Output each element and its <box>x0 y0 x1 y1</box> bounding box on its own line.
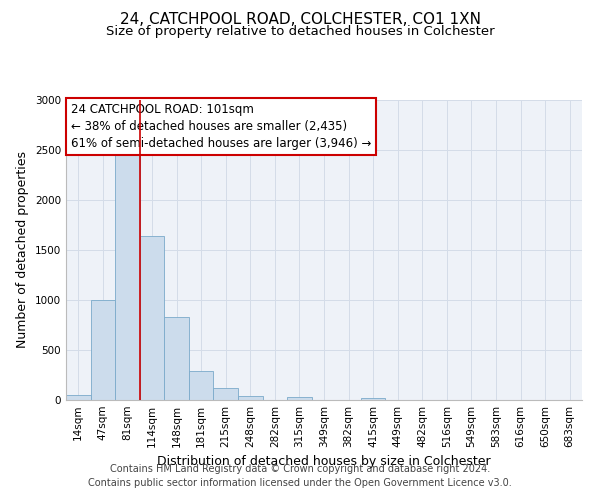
X-axis label: Distribution of detached houses by size in Colchester: Distribution of detached houses by size … <box>157 456 491 468</box>
Y-axis label: Number of detached properties: Number of detached properties <box>16 152 29 348</box>
Text: 24 CATCHPOOL ROAD: 101sqm
← 38% of detached houses are smaller (2,435)
61% of se: 24 CATCHPOOL ROAD: 101sqm ← 38% of detac… <box>71 103 371 150</box>
Bar <box>238 396 263 400</box>
Bar <box>164 316 189 400</box>
Text: 24, CATCHPOOL ROAD, COLCHESTER, CO1 1XN: 24, CATCHPOOL ROAD, COLCHESTER, CO1 1XN <box>119 12 481 28</box>
Bar <box>214 388 238 400</box>
Bar <box>115 153 140 400</box>
Text: Size of property relative to detached houses in Colchester: Size of property relative to detached ho… <box>106 25 494 38</box>
Bar <box>91 300 115 400</box>
Bar <box>189 371 214 400</box>
Bar <box>66 395 91 400</box>
Bar <box>287 396 312 400</box>
Bar <box>361 398 385 400</box>
Text: Contains HM Land Registry data © Crown copyright and database right 2024.
Contai: Contains HM Land Registry data © Crown c… <box>88 464 512 487</box>
Bar <box>140 236 164 400</box>
